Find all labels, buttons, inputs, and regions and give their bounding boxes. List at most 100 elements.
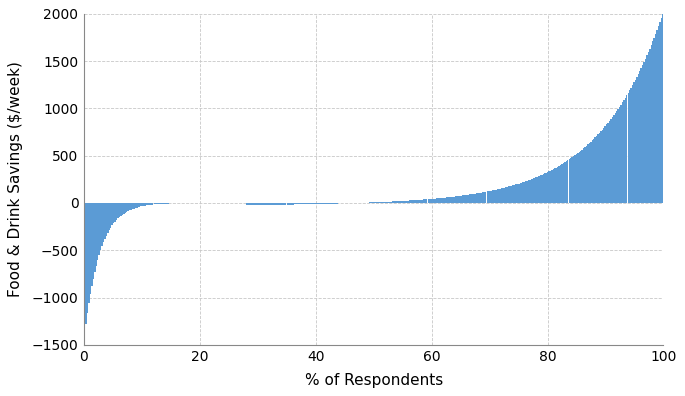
Bar: [421, 200, 422, 203]
Bar: [547, 172, 549, 203]
Bar: [632, 85, 633, 203]
Bar: [268, 203, 269, 205]
Bar: [260, 203, 262, 205]
Bar: [563, 163, 564, 203]
Bar: [396, 201, 397, 203]
Bar: [110, 203, 112, 228]
Bar: [413, 200, 414, 203]
Bar: [518, 183, 520, 203]
Bar: [508, 187, 510, 203]
Bar: [164, 203, 165, 204]
Bar: [603, 128, 604, 203]
Bar: [84, 203, 86, 335]
Bar: [285, 203, 286, 205]
Bar: [341, 203, 342, 204]
Bar: [168, 203, 169, 204]
Bar: [284, 203, 285, 205]
Bar: [613, 115, 614, 203]
Bar: [92, 203, 94, 279]
Bar: [456, 196, 458, 203]
Bar: [647, 52, 649, 203]
Bar: [316, 203, 318, 204]
Bar: [152, 203, 153, 205]
Bar: [132, 203, 133, 209]
Bar: [410, 200, 412, 203]
Bar: [475, 194, 476, 203]
Bar: [315, 203, 316, 204]
Bar: [158, 203, 160, 204]
Bar: [308, 203, 310, 204]
Bar: [514, 185, 515, 203]
Bar: [321, 203, 323, 204]
Bar: [592, 141, 593, 203]
Bar: [442, 198, 443, 203]
Bar: [166, 203, 168, 204]
Bar: [569, 160, 570, 203]
Bar: [403, 201, 404, 203]
Bar: [340, 203, 341, 204]
Bar: [652, 42, 653, 203]
Bar: [328, 203, 329, 204]
Bar: [443, 198, 445, 203]
Bar: [612, 117, 613, 203]
Bar: [606, 124, 608, 203]
Bar: [262, 203, 264, 205]
Bar: [582, 150, 583, 203]
Bar: [653, 38, 655, 203]
Bar: [334, 203, 336, 204]
Bar: [281, 203, 282, 205]
Bar: [534, 178, 536, 203]
Bar: [597, 135, 599, 203]
Bar: [590, 142, 592, 203]
Bar: [511, 186, 512, 203]
Bar: [574, 155, 575, 203]
Bar: [434, 199, 435, 203]
Bar: [337, 203, 338, 204]
Bar: [113, 203, 114, 223]
X-axis label: % of Respondents: % of Respondents: [305, 373, 443, 388]
Bar: [660, 18, 662, 203]
Bar: [449, 197, 451, 203]
Bar: [331, 203, 332, 204]
Bar: [255, 203, 256, 205]
Bar: [458, 196, 459, 203]
Bar: [161, 203, 162, 204]
Bar: [510, 186, 511, 203]
Bar: [112, 203, 113, 225]
Bar: [117, 203, 119, 219]
Bar: [294, 203, 295, 204]
Bar: [604, 126, 606, 203]
Bar: [289, 203, 291, 205]
Bar: [138, 203, 139, 207]
Bar: [445, 198, 446, 203]
Bar: [136, 203, 138, 208]
Bar: [651, 45, 652, 203]
Bar: [129, 203, 130, 210]
Bar: [133, 203, 135, 209]
Bar: [401, 201, 403, 203]
Bar: [579, 152, 580, 203]
Bar: [384, 202, 386, 203]
Bar: [558, 166, 560, 203]
Bar: [430, 199, 432, 203]
Bar: [623, 100, 625, 203]
Bar: [390, 202, 392, 203]
Bar: [468, 195, 469, 203]
Bar: [160, 203, 161, 204]
Bar: [400, 201, 401, 203]
Bar: [406, 201, 408, 203]
Bar: [658, 26, 659, 203]
Bar: [567, 160, 569, 203]
Bar: [329, 203, 331, 204]
Bar: [318, 203, 320, 204]
Bar: [583, 148, 584, 203]
Bar: [393, 202, 395, 203]
Bar: [440, 198, 442, 203]
Bar: [278, 203, 279, 205]
Bar: [498, 189, 499, 203]
Bar: [94, 203, 95, 272]
Bar: [464, 195, 465, 203]
Bar: [586, 146, 587, 203]
Bar: [550, 171, 551, 203]
Bar: [638, 74, 639, 203]
